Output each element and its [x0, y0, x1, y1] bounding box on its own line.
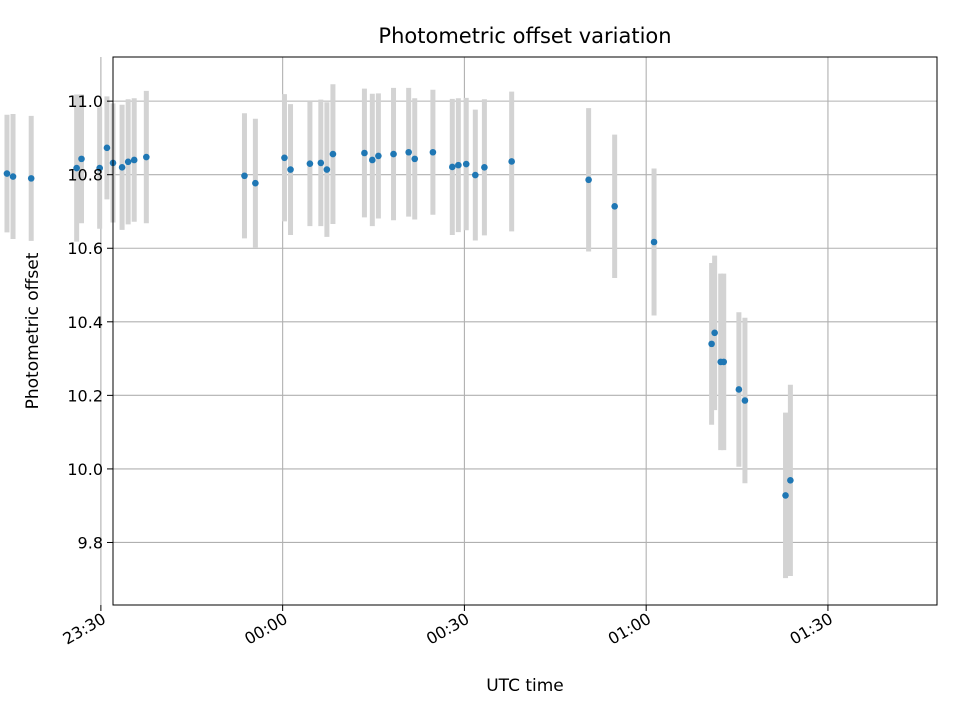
data-point — [143, 153, 150, 161]
y-tick-label: 10.0 — [67, 460, 103, 479]
data-point — [252, 179, 259, 187]
data-point — [611, 203, 618, 210]
data-point — [782, 492, 789, 499]
data-point — [287, 166, 294, 173]
y-tick-label: 10.8 — [67, 166, 103, 185]
data-point — [317, 159, 325, 167]
data-point — [118, 164, 126, 171]
data-point — [361, 149, 368, 157]
data-point — [96, 164, 103, 172]
data-point — [650, 238, 658, 246]
data-point — [472, 171, 479, 179]
data-point — [281, 154, 288, 162]
data-point — [455, 161, 462, 169]
data-point — [787, 477, 794, 484]
data-point — [241, 172, 248, 180]
data-point — [329, 150, 337, 158]
data-point — [711, 329, 718, 337]
data-point — [390, 150, 397, 158]
data-point — [73, 164, 80, 172]
data-point — [323, 166, 331, 173]
data-point — [375, 152, 382, 160]
data-point — [481, 164, 488, 171]
data-point — [103, 144, 111, 152]
chart-title: Photometric offset variation — [378, 24, 671, 48]
data-point — [306, 160, 314, 167]
y-tick-label: 10.4 — [67, 313, 103, 332]
data-point — [462, 160, 470, 168]
data-point — [27, 175, 35, 182]
data-point — [3, 170, 11, 177]
data-point — [429, 148, 437, 156]
y-tick-label: 9.8 — [78, 533, 103, 552]
y-tick-label: 10.6 — [67, 239, 103, 258]
data-point — [741, 397, 749, 404]
data-points — [3, 144, 794, 499]
data-point — [448, 163, 456, 171]
data-point — [708, 340, 715, 348]
data-point — [735, 386, 743, 393]
data-point — [405, 148, 412, 156]
data-point — [130, 156, 138, 164]
y-axis-title: Photometric offset — [23, 252, 43, 409]
data-point — [720, 358, 728, 366]
x-axis-title: UTC time — [486, 676, 564, 696]
data-point — [369, 156, 376, 164]
plot-area-frame — [112, 56, 938, 606]
data-point — [78, 155, 85, 163]
data-point — [9, 173, 17, 180]
y-axis-ticks: 9.8 10.0 10.2 10.4 10.6 10.8 11.0 — [67, 92, 113, 552]
data-point — [585, 176, 592, 184]
y-tick-label: 10.2 — [67, 386, 103, 405]
y-tick-label: 11.0 — [67, 92, 103, 111]
data-point — [508, 158, 515, 165]
data-point — [124, 158, 132, 166]
data-point — [411, 155, 419, 163]
